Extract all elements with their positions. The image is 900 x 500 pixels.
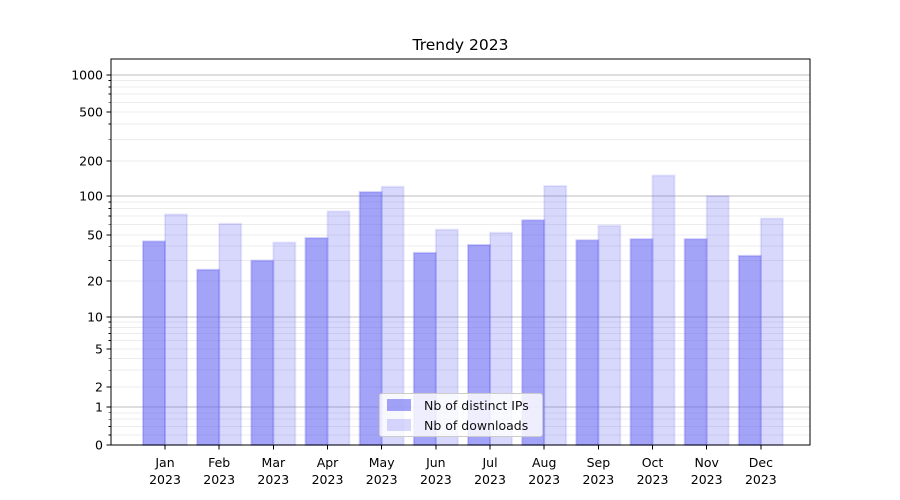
x-tick-label-jun: Jun 2023 (420, 455, 452, 487)
bar-distinct-ips-sep (575, 239, 600, 446)
bar-distinct-ips-mar (250, 259, 275, 447)
bar-distinct-ips-apr (304, 237, 329, 446)
bar-downloads-oct (651, 174, 676, 446)
x-tick-label-may: May 2023 (366, 455, 398, 487)
y-tick-label: 100 (79, 188, 103, 203)
x-tick-label-mar: Mar 2023 (257, 455, 289, 487)
x-tick-label-jul: Jul 2023 (474, 455, 506, 487)
x-tick-label-nov: Nov 2023 (691, 455, 723, 487)
bar-downloads-sep (597, 224, 622, 446)
axes-spines (110, 58, 811, 446)
y-tick-label: 5 (95, 341, 103, 356)
x-tick-label-jan: Jan 2023 (149, 455, 181, 487)
x-tick-label-sep: Sep 2023 (582, 455, 614, 487)
legend-swatch-distinct-ips (387, 399, 411, 411)
y-tick-label: 50 (87, 227, 103, 242)
x-tick-label-oct: Oct 2023 (637, 455, 669, 487)
bar-distinct-ips-jan (142, 240, 166, 446)
x-tick-label-aug: Aug 2023 (528, 455, 560, 487)
x-tick-label-apr: Apr 2023 (312, 455, 344, 487)
legend-swatch-downloads (387, 419, 411, 431)
x-axis-ticks: Jan 2023 Feb 2023 Mar 2023 Apr 2023 May 2023 Jun 20… (149, 445, 777, 487)
y-tick-label: 20 (87, 273, 103, 288)
bar-distinct-ips-feb (196, 268, 221, 447)
legend: Nb of distinct IPs Nb of downloads (379, 393, 543, 437)
bar-downloads-nov (705, 195, 730, 446)
y-tick-label: 200 (79, 153, 103, 168)
y-axis-ticks: 0 1 2 5 10 20 50 100 200 500 1000 (71, 67, 111, 452)
series-downloads (164, 174, 784, 446)
y-tick-label: 2 (95, 379, 103, 394)
legend-label-distinct-ips: Nb of distinct IPs (424, 397, 529, 413)
bar-downloads-mar (272, 241, 297, 446)
bar-distinct-ips-dec (737, 254, 762, 446)
legend-item-downloads: Nb of downloads (387, 417, 542, 434)
y-tick-label: 1000 (71, 67, 103, 82)
y-tick-label: 0 (95, 437, 103, 452)
legend-item-distinct-ips: Nb of distinct IPs (387, 397, 542, 414)
bar-downloads-feb (218, 222, 243, 446)
legend-label-downloads: Nb of downloads (424, 417, 529, 433)
y-tick-label: 1 (95, 399, 103, 414)
bar-distinct-ips-nov (683, 238, 708, 446)
y-tick-label: 10 (87, 309, 103, 324)
y-tick-label: 500 (79, 104, 103, 119)
bar-downloads-dec (759, 217, 784, 446)
bar-distinct-ips-oct (629, 238, 654, 446)
chart-title: Trendy 2023 (412, 36, 509, 54)
x-tick-label-dec: Dec 2023 (745, 455, 777, 487)
bar-downloads-jan (164, 213, 188, 446)
bar-downloads-apr (326, 210, 351, 446)
bar-downloads-aug (543, 184, 568, 446)
x-tick-label-feb: Feb 2023 (203, 455, 235, 487)
